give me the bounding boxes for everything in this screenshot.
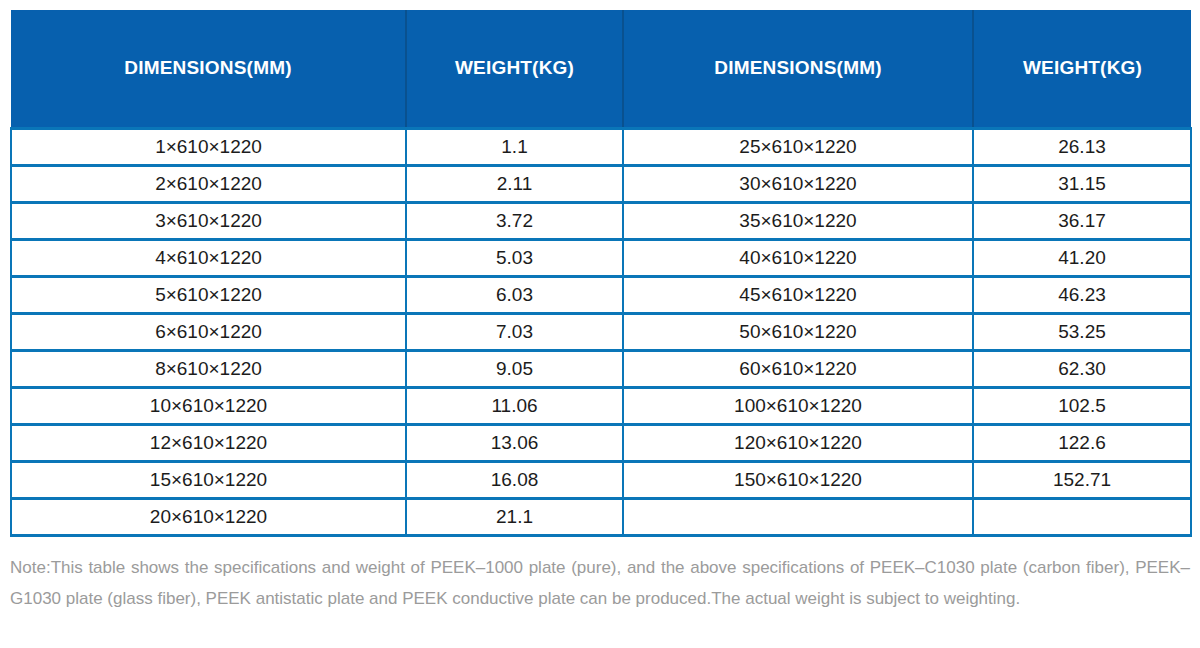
table-row: 4×610×12205.0340×610×122041.20: [11, 239, 1191, 276]
table-row: 10×610×122011.06100×610×1220102.5: [11, 387, 1191, 424]
dimension-cell: 40×610×1220: [623, 239, 973, 276]
weight-cell: 6.03: [406, 276, 623, 313]
column-header-weight-left: WEIGHT(KG): [406, 10, 623, 128]
dimension-cell: 30×610×1220: [623, 165, 973, 202]
dimension-cell: 5×610×1220: [11, 276, 406, 313]
table-row: 20×610×122021.1: [11, 498, 1191, 535]
column-header-dimensions-left: DIMENSIONS(MM): [11, 10, 406, 128]
weight-cell: 36.17: [973, 202, 1191, 239]
weight-cell: 152.71: [973, 461, 1191, 498]
weight-cell: 2.11: [406, 165, 623, 202]
dimension-cell: 100×610×1220: [623, 387, 973, 424]
weight-cell: 41.20: [973, 239, 1191, 276]
weight-cell: 53.25: [973, 313, 1191, 350]
weight-cell: 5.03: [406, 239, 623, 276]
weight-cell: 21.1: [406, 498, 623, 535]
weight-cell: [973, 498, 1191, 535]
dimension-cell: 10×610×1220: [11, 387, 406, 424]
dimension-cell: 4×610×1220: [11, 239, 406, 276]
table-row: 12×610×122013.06120×610×1220122.6: [11, 424, 1191, 461]
table-row: 15×610×122016.08150×610×1220152.71: [11, 461, 1191, 498]
dimension-cell: [623, 498, 973, 535]
table-row: 8×610×12209.0560×610×122062.30: [11, 350, 1191, 387]
column-header-weight-right: WEIGHT(KG): [973, 10, 1191, 128]
weight-cell: 3.72: [406, 202, 623, 239]
weight-cell: 102.5: [973, 387, 1191, 424]
dimension-cell: 15×610×1220: [11, 461, 406, 498]
dimension-cell: 25×610×1220: [623, 128, 973, 165]
weight-cell: 122.6: [973, 424, 1191, 461]
dimension-cell: 3×610×1220: [11, 202, 406, 239]
weight-cell: 11.06: [406, 387, 623, 424]
weight-cell: 46.23: [973, 276, 1191, 313]
weight-cell: 1.1: [406, 128, 623, 165]
table-header: DIMENSIONS(MM) WEIGHT(KG) DIMENSIONS(MM)…: [11, 10, 1191, 128]
dimension-cell: 60×610×1220: [623, 350, 973, 387]
note-text: Note:This table shows the specifications…: [10, 552, 1190, 614]
dimension-cell: 1×610×1220: [11, 128, 406, 165]
table-row: 1×610×12201.125×610×122026.13: [11, 128, 1191, 165]
header-row: DIMENSIONS(MM) WEIGHT(KG) DIMENSIONS(MM)…: [11, 10, 1191, 128]
weight-cell: 9.05: [406, 350, 623, 387]
table-row: 2×610×12202.1130×610×122031.15: [11, 165, 1191, 202]
spec-table: DIMENSIONS(MM) WEIGHT(KG) DIMENSIONS(MM)…: [10, 10, 1192, 537]
weight-cell: 7.03: [406, 313, 623, 350]
dimension-cell: 12×610×1220: [11, 424, 406, 461]
dimension-cell: 2×610×1220: [11, 165, 406, 202]
weight-cell: 13.06: [406, 424, 623, 461]
weight-cell: 26.13: [973, 128, 1191, 165]
column-header-dimensions-right: DIMENSIONS(MM): [623, 10, 973, 128]
dimension-cell: 20×610×1220: [11, 498, 406, 535]
dimension-cell: 50×610×1220: [623, 313, 973, 350]
dimension-cell: 35×610×1220: [623, 202, 973, 239]
dimension-cell: 120×610×1220: [623, 424, 973, 461]
weight-cell: 16.08: [406, 461, 623, 498]
page: DIMENSIONS(MM) WEIGHT(KG) DIMENSIONS(MM)…: [0, 0, 1200, 614]
dimension-cell: 8×610×1220: [11, 350, 406, 387]
weight-cell: 62.30: [973, 350, 1191, 387]
weight-cell: 31.15: [973, 165, 1191, 202]
dimension-cell: 150×610×1220: [623, 461, 973, 498]
table-row: 3×610×12203.7235×610×122036.17: [11, 202, 1191, 239]
table-row: 5×610×12206.0345×610×122046.23: [11, 276, 1191, 313]
dimension-cell: 6×610×1220: [11, 313, 406, 350]
dimension-cell: 45×610×1220: [623, 276, 973, 313]
table-row: 6×610×12207.0350×610×122053.25: [11, 313, 1191, 350]
table-body: 1×610×12201.125×610×122026.132×610×12202…: [11, 128, 1191, 535]
